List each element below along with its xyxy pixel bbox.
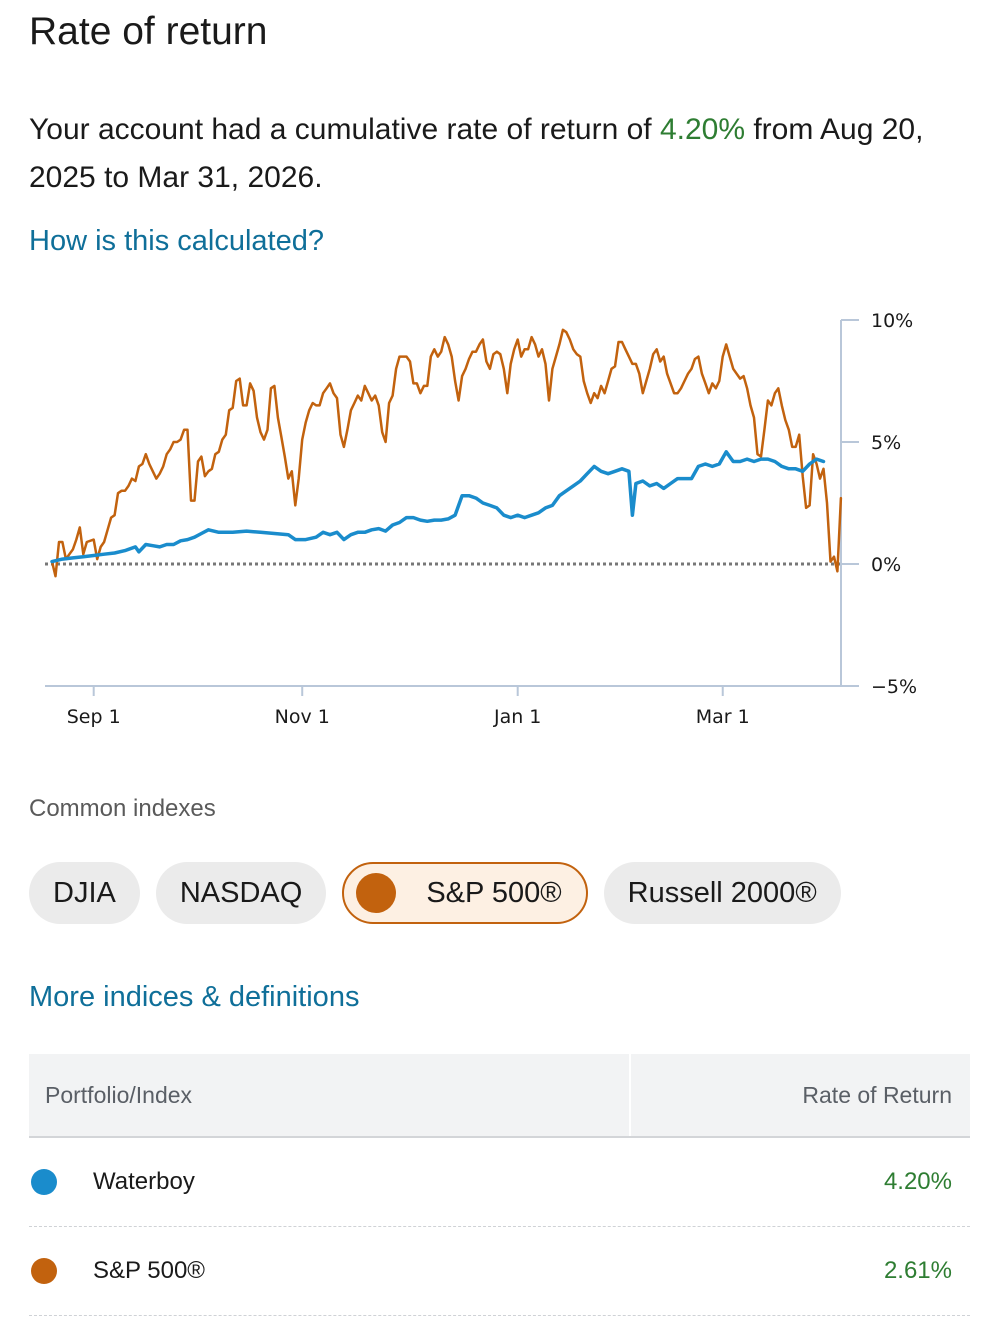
header-rate-of-return: Rate of Return: [802, 1081, 952, 1108]
row-value: 4.20%: [883, 1168, 952, 1195]
return-summary: Your account had a cumulative rate of re…: [29, 106, 969, 202]
chart-x-axis: Sep 1 Nov 1 Jan 1 Mar 1: [45, 685, 841, 728]
y-tick-label: 0%: [871, 554, 901, 576]
sp500-row-color-dot: [31, 1258, 57, 1284]
common-indexes-label: Common indexes: [29, 795, 216, 822]
page-title: Rate of return: [29, 10, 268, 53]
index-pill-group: DJIA NASDAQ S&P 500® Russell 2000®: [29, 862, 841, 924]
table-row: Waterboy 4.20%: [29, 1138, 970, 1227]
returns-table: Portfolio/Index Rate of Return Waterboy …: [29, 1054, 970, 1316]
pill-label: NASDAQ: [179, 876, 303, 909]
row-name: S&P 500®: [93, 1257, 205, 1284]
summary-suffix: from Aug 20, 2025 to Mar 31, 2026.: [29, 113, 924, 194]
pill-nasdaq[interactable]: NASDAQ: [155, 862, 327, 924]
row-value: 2.61%: [883, 1257, 952, 1284]
more-indices-link[interactable]: More indices & definitions: [29, 981, 360, 1013]
sp500-color-dot: [356, 873, 397, 913]
summary-return-value: 4.20%: [659, 113, 746, 146]
pill-djia[interactable]: DJIA: [29, 862, 140, 924]
summary-prefix: Your account had a cumulative rate of re…: [29, 113, 660, 146]
y-tick-label: −5%: [871, 676, 917, 698]
x-tick-label: Sep 1: [67, 706, 121, 728]
pill-label: DJIA: [53, 876, 116, 909]
portfolio-color-dot: [31, 1169, 57, 1195]
row-name: Waterboy: [93, 1168, 195, 1195]
series-line-sp500: [50, 328, 843, 578]
pill-russell-2000[interactable]: Russell 2000®: [603, 862, 841, 924]
rate-of-return-chart: 10% 5% 0% −5% Sep 1 Nov 1 Jan 1 Mar 1: [45, 310, 917, 728]
chart-y-axis: 10% 5% 0% −5%: [840, 310, 917, 698]
y-tick-label: 10%: [871, 310, 913, 332]
x-tick-label: Jan 1: [493, 706, 541, 728]
x-tick-label: Nov 1: [275, 706, 330, 728]
table-header: Portfolio/Index Rate of Return: [29, 1054, 970, 1138]
how-calculated-link[interactable]: How is this calculated?: [29, 225, 324, 257]
pill-label: Russell 2000®: [627, 876, 817, 909]
pill-sp500[interactable]: S&P 500®: [342, 862, 588, 924]
chart-series: [45, 328, 843, 578]
pill-label: S&P 500®: [426, 876, 562, 909]
x-tick-label: Mar 1: [696, 706, 750, 728]
header-portfolio-index: Portfolio/Index: [29, 1054, 631, 1136]
series-line-waterboy: [50, 450, 826, 564]
table-row: S&P 500® 2.61%: [29, 1227, 970, 1316]
y-tick-label: 5%: [871, 432, 901, 454]
